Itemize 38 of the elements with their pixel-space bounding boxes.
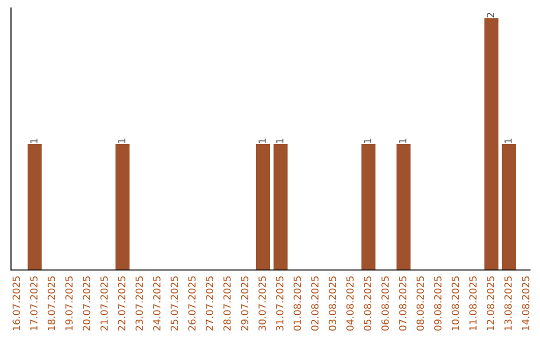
- data-label: 1: [399, 138, 406, 143]
- x-tick-label: 07.08.2025: [399, 276, 406, 331]
- x-tick-label: 30.07.2025: [258, 276, 266, 330]
- x-tick-label: 10.08.2025: [452, 276, 460, 330]
- x-tick-label: 22.07.2025: [118, 276, 126, 331]
- data-label: 1: [504, 138, 512, 143]
- x-tick-label: 25.07.2025: [170, 276, 178, 331]
- x-tick-label: 29.07.2025: [240, 276, 248, 331]
- x-tick-label: 13.08.2025: [504, 276, 512, 330]
- x-tick-label: 19.07.2025: [65, 276, 73, 330]
- data-label: 1: [118, 138, 126, 143]
- x-tick-label: 03.08.2025: [328, 276, 336, 331]
- data-label: 1: [30, 138, 38, 143]
- x-tick-label: 28.07.2025: [223, 276, 231, 331]
- x-tick-label: 14.08.2025: [522, 276, 530, 330]
- x-tick-label: 17.07.2025: [30, 276, 38, 330]
- x-tick-label: 06.08.2025: [381, 276, 389, 331]
- x-tick-label: 21.07.2025: [100, 276, 108, 331]
- data-label: 2: [486, 12, 494, 18]
- x-tick-label: 16.07.2025: [12, 276, 20, 330]
- x-tick-label: 02.08.2025: [311, 276, 319, 331]
- x-tick-label: 23.07.2025: [136, 276, 143, 331]
- x-tick-label: 24.07.2025: [153, 276, 160, 331]
- data-label: 1: [276, 138, 284, 143]
- x-tick-label: 12.08.2025: [486, 276, 494, 330]
- x-tick-label: 11.08.2025: [469, 276, 477, 330]
- x-tick-label: 04.08.2025: [346, 276, 354, 331]
- x-tick-label: 09.08.2025: [434, 276, 442, 331]
- x-tick-label: 31.07.2025: [276, 276, 284, 330]
- x-tick-label: 26.07.2025: [188, 276, 196, 331]
- x-tick-label: 18.07.2025: [48, 276, 56, 330]
- x-tick-label: 27.07.2025: [206, 276, 214, 331]
- x-tick-label: 05.08.2025: [364, 276, 372, 331]
- x-tick-label: 01.08.2025: [294, 276, 301, 331]
- x-tick-label: 08.08.2025: [416, 276, 424, 331]
- data-label: 1: [364, 138, 372, 143]
- data-label: 1: [258, 138, 266, 143]
- x-tick-label: 20.07.2025: [82, 276, 90, 331]
